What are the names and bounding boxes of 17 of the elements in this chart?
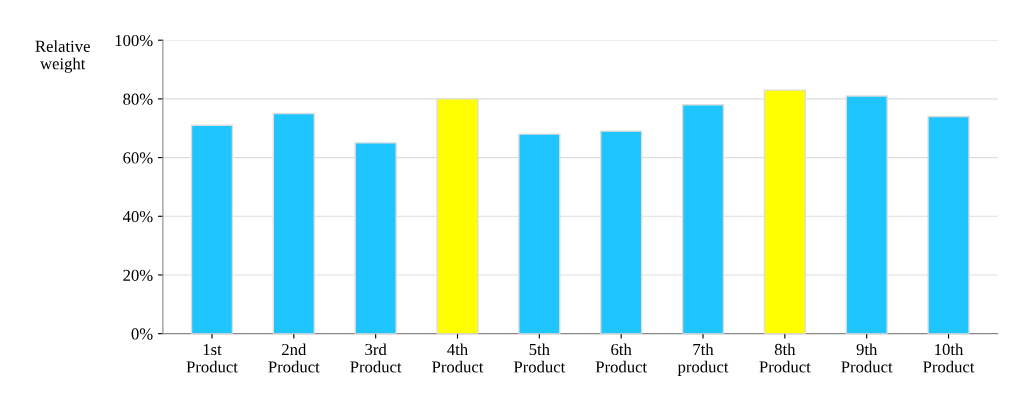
y-tick-label: 100% [115, 34, 153, 47]
x-tick-label: 4th Product [432, 343, 484, 373]
x-tick-label: 2nd Product [268, 343, 320, 373]
y-tick-label: 0% [131, 328, 153, 340]
x-tick-label: 10th Product [923, 343, 975, 373]
y-tick-label: 80% [123, 93, 153, 105]
y-tick-label: 20% [123, 269, 153, 281]
x-tick-label: 5th Product [513, 343, 566, 373]
x-tick-label: 6th Product [595, 343, 648, 373]
x-tick-label: 1st Product [186, 343, 238, 373]
y-tick-label: 40% [122, 210, 153, 223]
y-axis-title: Relative weight [35, 40, 90, 73]
x-tick-label: 8th Product [759, 343, 811, 373]
y-tick-label: 60% [123, 152, 153, 164]
x-tick-label: 9th Product [841, 343, 893, 373]
x-tick-label: 3rd Product [350, 343, 402, 373]
x-tick-label: 7th product [677, 343, 729, 376]
